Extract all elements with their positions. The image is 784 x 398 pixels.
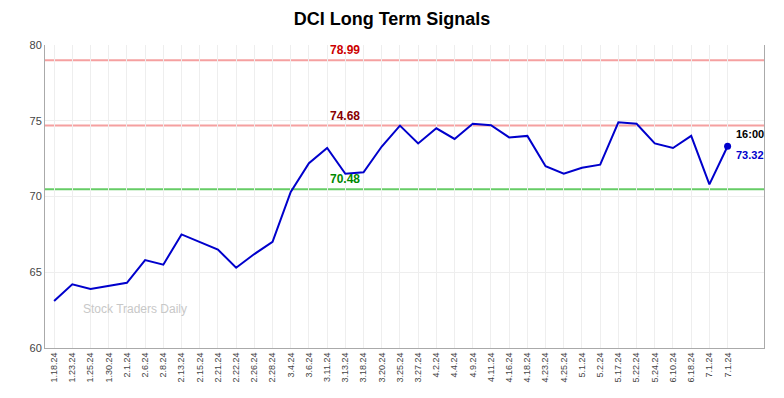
svg-text:6.18.24: 6.18.24 (686, 353, 696, 383)
svg-text:6.10.24: 6.10.24 (668, 353, 678, 383)
svg-text:2.13.24: 2.13.24 (176, 353, 186, 383)
svg-text:65: 65 (30, 266, 42, 278)
svg-text:5.17.24: 5.17.24 (613, 353, 623, 383)
svg-text:5.1.24: 5.1.24 (577, 353, 587, 378)
svg-text:74.68: 74.68 (330, 109, 360, 123)
svg-text:2.28.24: 2.28.24 (267, 353, 277, 383)
svg-text:4.23.24: 4.23.24 (540, 353, 550, 383)
svg-text:2.1.24: 2.1.24 (122, 353, 132, 378)
svg-text:2.8.24: 2.8.24 (158, 353, 168, 378)
svg-text:1.25.24: 1.25.24 (85, 353, 95, 383)
svg-text:4.4.24: 4.4.24 (449, 353, 459, 378)
svg-text:5.24.24: 5.24.24 (650, 353, 660, 383)
svg-text:1.23.24: 1.23.24 (67, 353, 77, 383)
svg-text:2.22.24: 2.22.24 (231, 353, 241, 383)
svg-text:1.18.24: 1.18.24 (49, 353, 59, 383)
svg-text:Stock Traders Daily: Stock Traders Daily (83, 302, 187, 316)
svg-text:DCI Long Term Signals: DCI Long Term Signals (294, 9, 491, 29)
svg-text:2.26.24: 2.26.24 (249, 353, 259, 383)
svg-text:4.16.24: 4.16.24 (504, 353, 514, 383)
svg-text:3.6.24: 3.6.24 (304, 353, 314, 378)
svg-text:2.21.24: 2.21.24 (213, 353, 223, 383)
svg-text:60: 60 (30, 342, 42, 354)
svg-text:75: 75 (30, 115, 42, 127)
svg-text:16:00: 16:00 (736, 128, 764, 140)
svg-text:4.25.24: 4.25.24 (559, 353, 569, 383)
svg-text:3.18.24: 3.18.24 (358, 353, 368, 383)
svg-text:4.18.24: 4.18.24 (522, 353, 532, 383)
svg-text:2.6.24: 2.6.24 (140, 353, 150, 378)
svg-text:1.30.24: 1.30.24 (104, 353, 114, 383)
svg-text:3.4.24: 3.4.24 (286, 353, 296, 378)
svg-text:4.9.24: 4.9.24 (468, 353, 478, 378)
svg-text:3.13.24: 3.13.24 (340, 353, 350, 383)
svg-text:5.22.24: 5.22.24 (632, 353, 642, 383)
svg-text:2.15.24: 2.15.24 (195, 353, 205, 383)
svg-text:70: 70 (30, 190, 42, 202)
svg-text:3.25.24: 3.25.24 (395, 353, 405, 383)
svg-text:3.20.24: 3.20.24 (377, 353, 387, 383)
svg-text:80: 80 (30, 39, 42, 51)
svg-text:70.48: 70.48 (330, 172, 360, 186)
svg-text:4.11.24: 4.11.24 (486, 353, 496, 382)
svg-text:4.2.24: 4.2.24 (431, 353, 441, 378)
svg-text:78.99: 78.99 (330, 43, 360, 57)
svg-text:5.2.24: 5.2.24 (595, 353, 605, 378)
svg-text:7.1.24: 7.1.24 (723, 353, 733, 378)
svg-text:73.32: 73.32 (736, 149, 764, 161)
svg-text:3.27.24: 3.27.24 (413, 353, 423, 383)
svg-text:7.1.24: 7.1.24 (704, 353, 714, 378)
svg-text:3.11.24: 3.11.24 (322, 353, 332, 382)
